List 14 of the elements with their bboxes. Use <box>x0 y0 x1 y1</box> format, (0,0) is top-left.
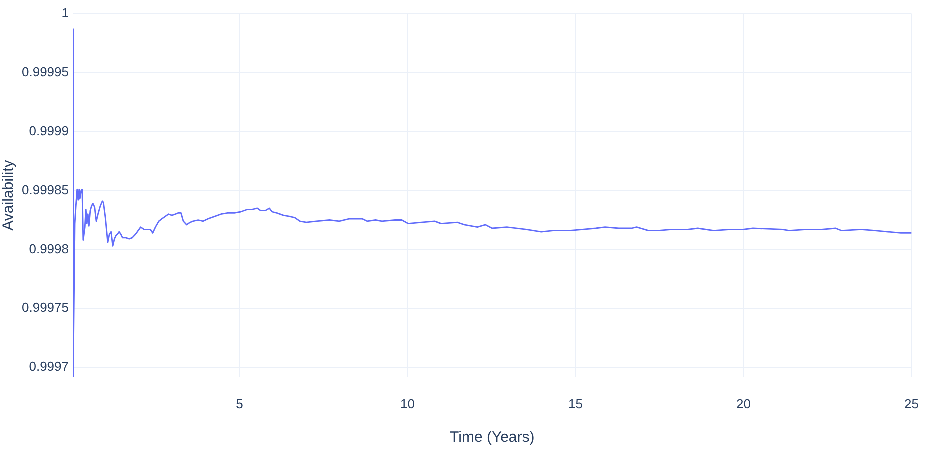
x-tick-label: 15 <box>568 396 583 412</box>
x-tick-label: 25 <box>904 396 920 412</box>
x-tick-label: 10 <box>400 396 415 412</box>
y-tick-label: 0.9999 <box>29 123 69 138</box>
x-tick-label: 5 <box>236 396 244 412</box>
x-axis-title: Time (Years) <box>450 429 535 446</box>
y-tick-label: 1 <box>62 6 69 21</box>
y-tick-label: 0.9998 <box>29 241 69 256</box>
y-tick-label: 0.99995 <box>22 64 69 80</box>
y-axis-title: Availability <box>0 160 18 231</box>
y-tick-label: 0.9997 <box>29 359 69 374</box>
y-tick-label: 0.99975 <box>22 300 69 316</box>
x-tick-label: 20 <box>736 396 751 412</box>
y-tick-label: 0.99985 <box>22 182 69 198</box>
